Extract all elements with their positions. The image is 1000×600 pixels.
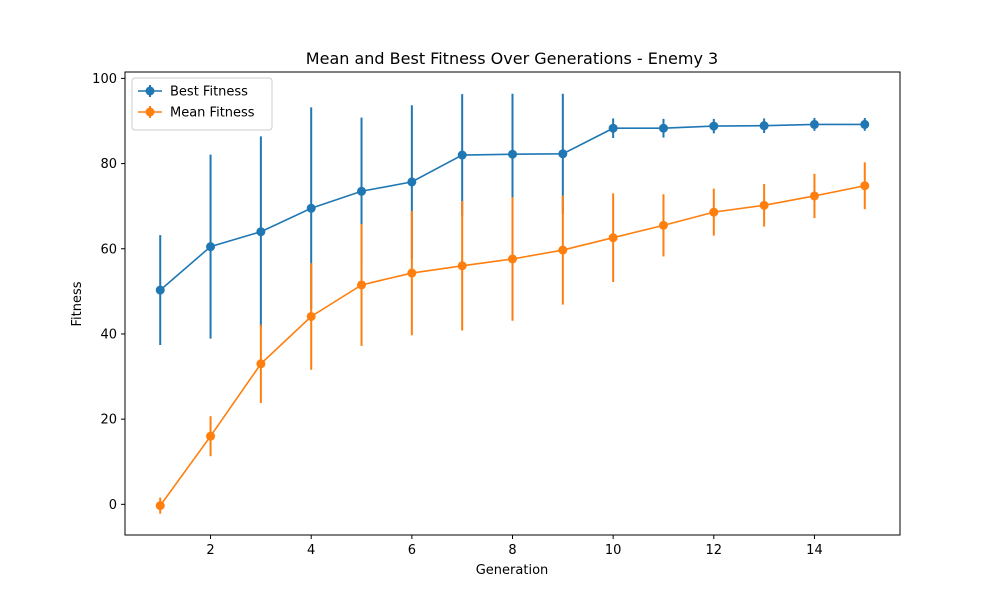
y-tick-label: 100: [92, 72, 117, 87]
data-point: [709, 121, 719, 131]
plot-area: 2 4 6 8 10 12 14 0 20 40 60 80 100: [92, 71, 901, 558]
data-point: [759, 121, 769, 131]
data-point: [809, 119, 819, 129]
y-tick-label: 0: [109, 498, 117, 513]
data-point: [658, 220, 668, 230]
data-point: [457, 261, 467, 271]
data-point: [759, 200, 769, 210]
legend-item: Mean Fitness: [138, 106, 255, 121]
data-point: [860, 181, 870, 191]
data-point: [608, 123, 618, 133]
x-tick-label: 6: [408, 543, 416, 558]
legend-label: Mean Fitness: [170, 106, 255, 121]
data-point: [558, 149, 568, 159]
data-point: [558, 245, 568, 255]
data-point: [457, 150, 467, 160]
data-point: [256, 227, 266, 237]
data-point: [357, 280, 367, 290]
legend-box: [131, 77, 273, 131]
data-point: [306, 311, 316, 321]
data-point: [357, 186, 367, 196]
data-point: [155, 501, 165, 511]
x-axis-label: Generation: [476, 563, 549, 578]
y-tick-label: 80: [100, 157, 117, 172]
x-tick-label: 4: [307, 543, 315, 558]
data-point: [256, 359, 266, 369]
x-tick-label: 8: [508, 543, 516, 558]
data-point: [809, 191, 819, 201]
data-point: [155, 285, 165, 295]
data-point: [206, 431, 216, 441]
legend-label: Best Fitness: [170, 85, 248, 100]
data-point: [860, 119, 870, 129]
x-tick-label: 2: [206, 543, 214, 558]
y-tick-label: 40: [100, 327, 117, 342]
y-axis-label: Fitness: [70, 281, 85, 326]
data-point: [407, 177, 417, 187]
y-tick-label: 20: [100, 413, 117, 428]
legend-marker: [145, 107, 155, 117]
axes-frame: [124, 71, 901, 536]
data-point: [306, 203, 316, 213]
legend: Best Fitness Mean Fitness: [131, 77, 273, 131]
data-point: [709, 207, 719, 217]
series-mean-fitness: [155, 162, 870, 514]
data-point: [407, 268, 417, 278]
legend-marker: [145, 86, 155, 96]
series-best-fitness: [155, 93, 870, 346]
data-point: [508, 254, 517, 264]
y-tick-label: 60: [100, 242, 117, 257]
legend-item: Best Fitness: [138, 85, 248, 100]
data-point: [508, 149, 517, 159]
x-tick-label: 12: [706, 543, 723, 558]
x-tick-label: 14: [806, 543, 823, 558]
data-point: [608, 233, 618, 243]
chart-title: Mean and Best Fitness Over Generations -…: [306, 49, 718, 68]
data-point: [206, 242, 216, 252]
x-tick-label: 10: [605, 543, 622, 558]
data-point: [658, 123, 668, 133]
